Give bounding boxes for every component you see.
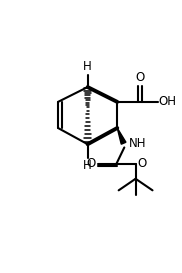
Text: H: H xyxy=(83,60,92,73)
Polygon shape xyxy=(117,128,126,144)
Text: OH: OH xyxy=(159,95,177,108)
Text: O: O xyxy=(137,157,146,170)
Text: O: O xyxy=(135,71,145,84)
Text: H: H xyxy=(83,159,92,172)
Text: NH: NH xyxy=(128,137,146,150)
Text: O: O xyxy=(87,158,96,170)
